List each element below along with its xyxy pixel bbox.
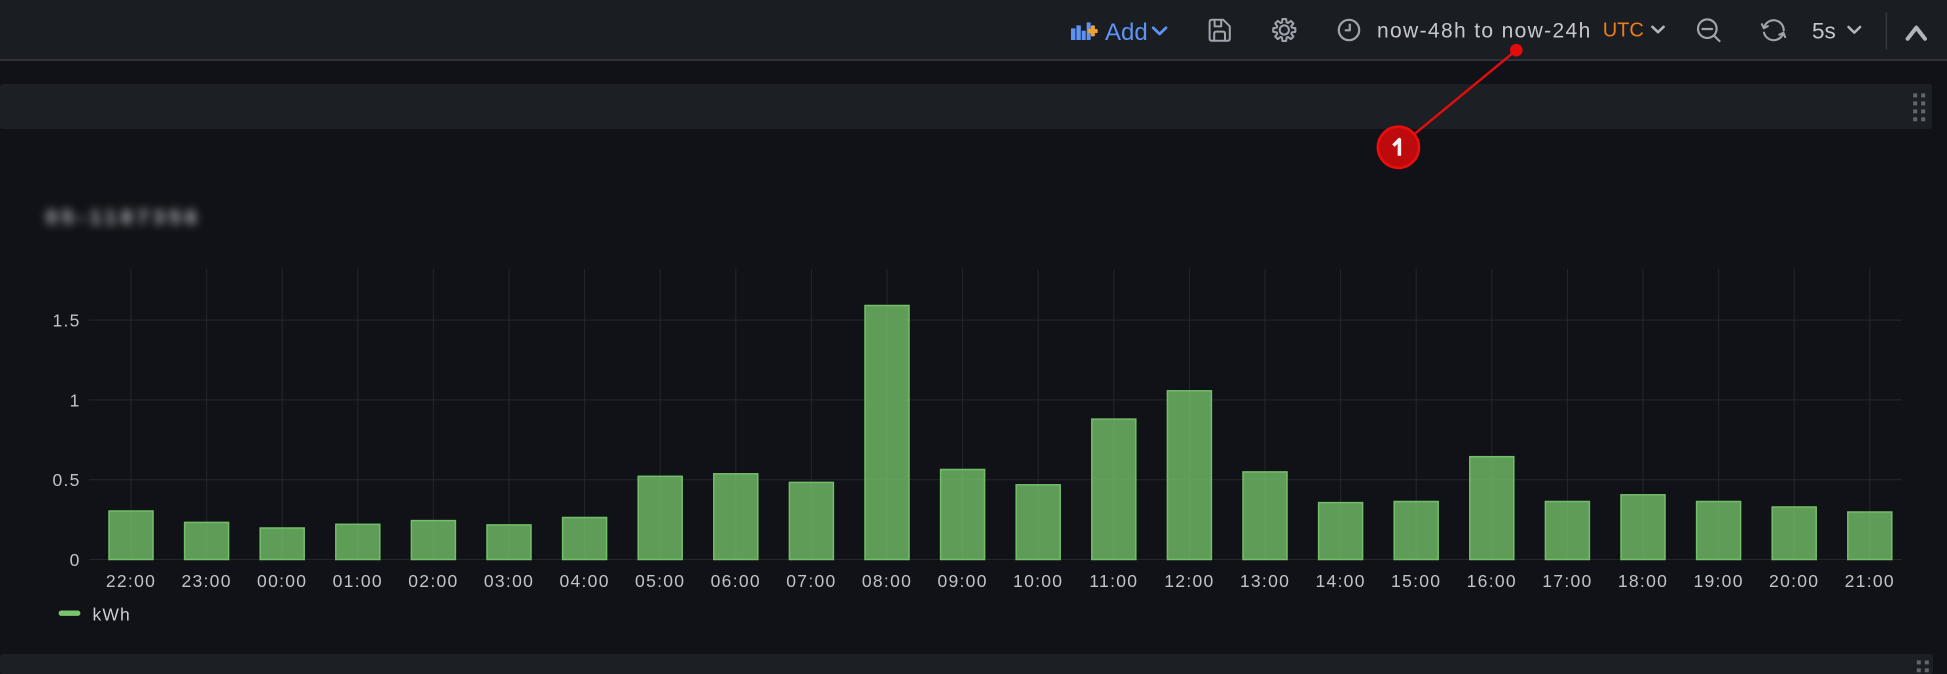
svg-text:1: 1 [70, 390, 81, 410]
svg-text:01:00: 01:00 [333, 571, 383, 591]
svg-text:19:00: 19:00 [1693, 571, 1743, 591]
svg-text:18:00: 18:00 [1618, 571, 1668, 591]
svg-text:16:00: 16:00 [1467, 571, 1517, 591]
svg-text:04:00: 04:00 [559, 571, 609, 591]
svg-text:15:00: 15:00 [1391, 571, 1441, 591]
svg-text:12:00: 12:00 [1164, 571, 1214, 591]
svg-text:kWh: kWh [93, 604, 131, 624]
svg-text:22:00: 22:00 [106, 571, 156, 591]
svg-text:06:00: 06:00 [711, 571, 761, 591]
svg-text:03:00: 03:00 [484, 571, 534, 591]
svg-text:23:00: 23:00 [181, 571, 231, 591]
svg-text:08:00: 08:00 [862, 571, 912, 591]
svg-text:00:00: 00:00 [257, 571, 307, 591]
svg-text:Add: Add [1105, 19, 1148, 46]
svg-text:1.5: 1.5 [52, 311, 80, 331]
svg-text:10:00: 10:00 [1013, 571, 1063, 591]
svg-text:05:00: 05:00 [635, 571, 685, 591]
svg-text:14:00: 14:00 [1315, 571, 1365, 591]
svg-text:21:00: 21:00 [1845, 571, 1895, 591]
svg-text:07:00: 07:00 [786, 571, 836, 591]
svg-text:0: 0 [70, 550, 81, 570]
svg-text:0.5: 0.5 [52, 470, 80, 490]
svg-text:13:00: 13:00 [1240, 571, 1290, 591]
svg-text:5s: 5s [1812, 18, 1836, 43]
svg-text:17:00: 17:00 [1542, 571, 1592, 591]
svg-text:02:00: 02:00 [408, 571, 458, 591]
svg-text:20:00: 20:00 [1769, 571, 1819, 591]
svg-text:09:00: 09:00 [937, 571, 987, 591]
svg-text:UTC: UTC [1603, 20, 1644, 42]
svg-text:11:00: 11:00 [1089, 571, 1138, 591]
svg-text:now-48h to now-24h: now-48h to now-24h [1377, 20, 1592, 43]
